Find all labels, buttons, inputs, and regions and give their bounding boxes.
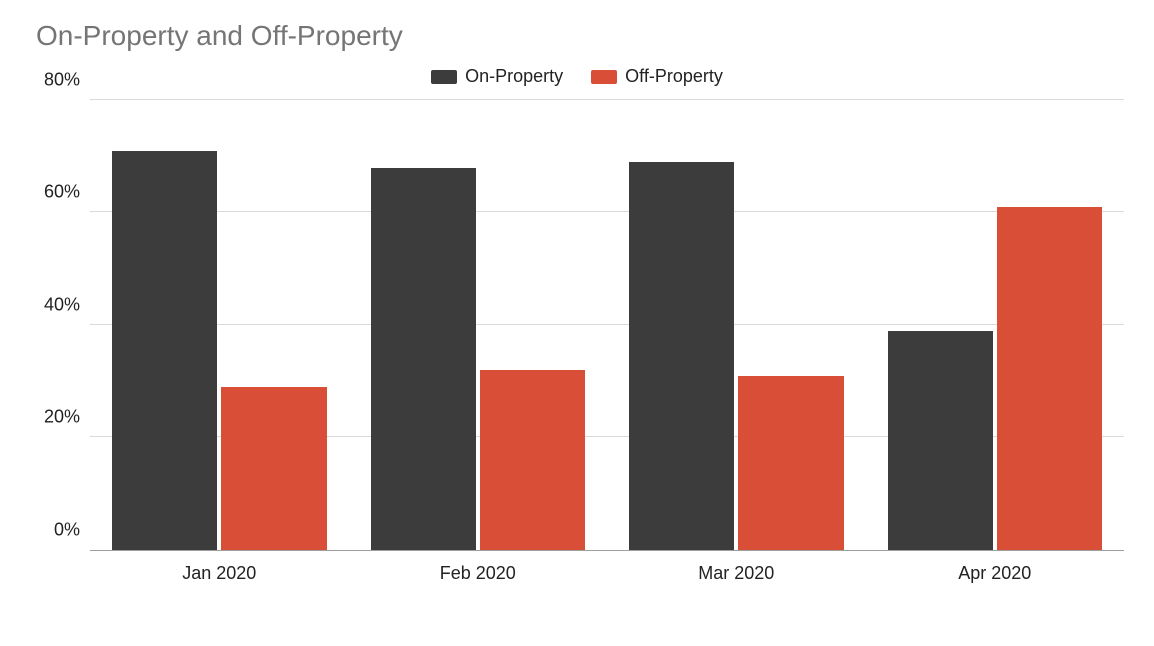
plot-area xyxy=(90,101,1124,551)
plot-wrap: 80% 60% 40% 20% 0% xyxy=(30,101,1124,551)
bar-on-property xyxy=(371,168,476,551)
bar-on-property xyxy=(112,151,217,550)
legend-swatch-off-property xyxy=(591,70,617,84)
legend-swatch-on-property xyxy=(431,70,457,84)
x-tick-label: Apr 2020 xyxy=(866,551,1125,584)
bar-off-property xyxy=(738,376,843,550)
y-axis: 80% 60% 40% 20% 0% xyxy=(30,101,90,551)
x-tick-label: Jan 2020 xyxy=(90,551,349,584)
bar-group xyxy=(90,101,349,550)
bar-on-property xyxy=(629,162,734,550)
bar-off-property xyxy=(480,370,585,550)
bar-on-property xyxy=(888,331,993,550)
y-tick-label: 40% xyxy=(44,295,80,316)
y-tick-label: 20% xyxy=(44,407,80,428)
bar-off-property xyxy=(221,387,326,550)
x-tick-label: Mar 2020 xyxy=(607,551,866,584)
x-tick-label: Feb 2020 xyxy=(349,551,608,584)
bar-group xyxy=(607,101,866,550)
x-axis: Jan 2020 Feb 2020 Mar 2020 Apr 2020 xyxy=(90,551,1124,584)
bar-group xyxy=(866,101,1125,550)
legend-label-off-property: Off-Property xyxy=(625,66,723,87)
legend: On-Property Off-Property xyxy=(30,66,1124,87)
bar-off-property xyxy=(997,207,1102,550)
bars-layer xyxy=(90,101,1124,550)
bar-group xyxy=(349,101,608,550)
y-tick-label: 80% xyxy=(44,70,80,91)
y-tick-label: 60% xyxy=(44,182,80,203)
grid-line xyxy=(90,99,1124,100)
legend-label-on-property: On-Property xyxy=(465,66,563,87)
chart-title: On-Property and Off-Property xyxy=(36,20,1124,52)
y-tick-label: 0% xyxy=(54,520,80,541)
chart-container: On-Property and Off-Property On-Property… xyxy=(0,0,1154,646)
legend-item-off-property: Off-Property xyxy=(591,66,723,87)
legend-item-on-property: On-Property xyxy=(431,66,563,87)
